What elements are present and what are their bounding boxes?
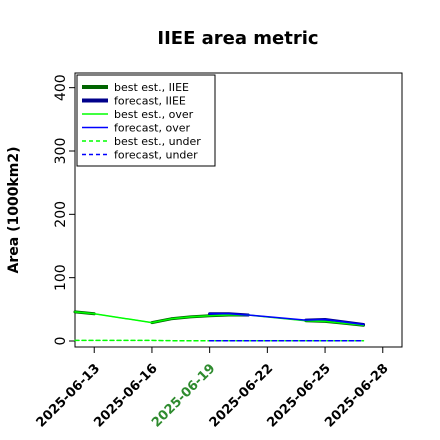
plot-area-frame bbox=[74, 72, 403, 348]
series-layer bbox=[73, 310, 365, 342]
series-line bbox=[74, 311, 365, 326]
legend-label: forecast, over bbox=[114, 122, 190, 135]
series-line bbox=[208, 313, 365, 326]
y-tick-label: 200 bbox=[53, 201, 69, 228]
y-tick-label: 400 bbox=[53, 74, 69, 101]
legend-label: best est., over bbox=[114, 108, 194, 121]
y-tick-label: 0 bbox=[53, 337, 69, 346]
y-axis: 0 100 200 300 400 bbox=[53, 74, 75, 345]
legend-label: best est., under bbox=[114, 135, 201, 148]
chart-title: IIEE area metric bbox=[157, 28, 318, 49]
legend-box bbox=[76, 74, 216, 167]
y-tick-label: 100 bbox=[53, 264, 69, 291]
legend-label: best est., IIEE bbox=[114, 81, 189, 94]
y-axis-label: Area (1000km2) bbox=[6, 147, 22, 274]
legend-label: forecast, under bbox=[114, 149, 198, 162]
y-tick-label: 300 bbox=[53, 138, 69, 165]
legend-label: forecast, IIEE bbox=[114, 95, 186, 108]
